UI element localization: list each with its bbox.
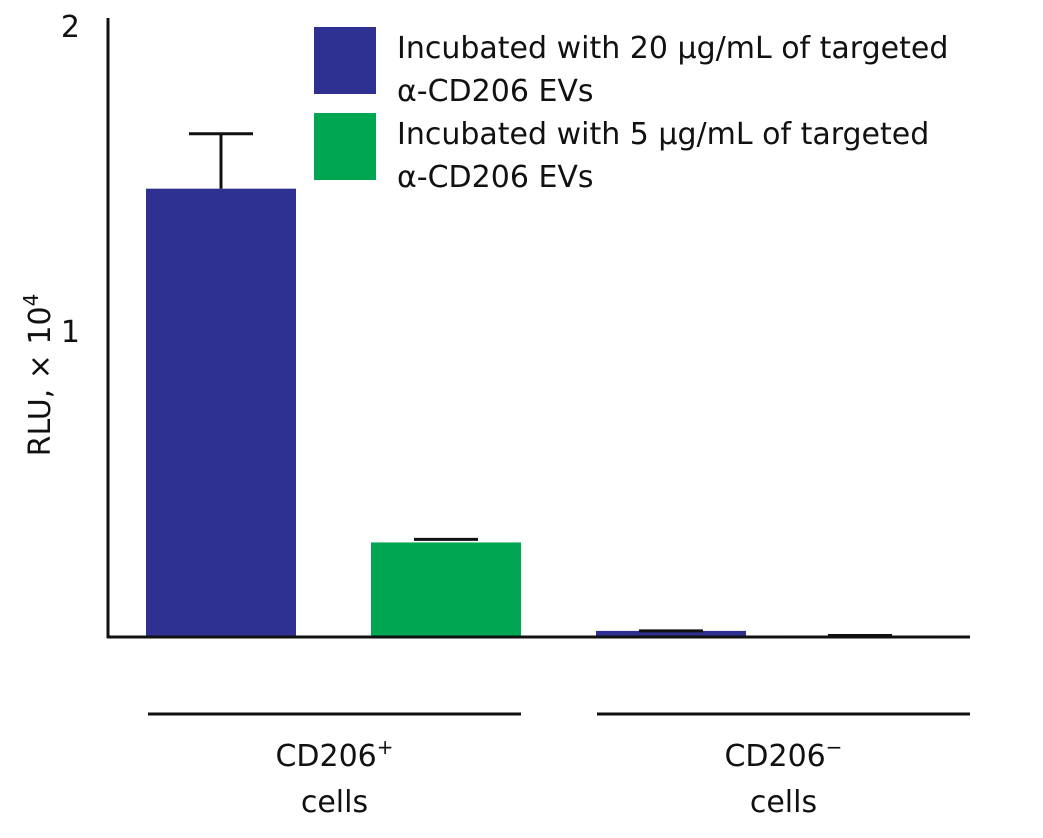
error-bars-layer xyxy=(189,132,892,637)
legend-item: Incubated with 20 µg/mL of targeted α-CD2… xyxy=(314,27,948,109)
group-label-sub: cells xyxy=(750,785,817,820)
group-label: CD206+ cells xyxy=(148,712,521,820)
group-label-name: CD206 xyxy=(275,739,376,774)
group-label-name: CD206 xyxy=(724,739,825,774)
group-label: CD206− cells xyxy=(597,712,970,820)
group-label-sub: cells xyxy=(301,785,368,820)
legend-label: Incubated with 20 µg/mL of targeted xyxy=(397,31,948,66)
bar xyxy=(596,630,746,637)
y-axis-label-text: RLU, × 10 xyxy=(23,306,58,456)
error-bar xyxy=(189,132,253,189)
bar xyxy=(371,542,521,637)
group-label-main: CD206− xyxy=(724,735,842,774)
y-tick-labels: 12 xyxy=(61,10,80,350)
legend-label: Incubated with 5 µg/mL of targeted xyxy=(397,117,929,152)
legend-swatch xyxy=(314,113,376,180)
bars-layer xyxy=(146,188,935,637)
y-tick-label: 1 xyxy=(61,315,80,350)
legend-label: α-CD206 EVs xyxy=(397,74,594,109)
group-label-superscript: − xyxy=(826,735,843,759)
group-label-main: CD206+ xyxy=(275,735,393,774)
bar xyxy=(146,188,296,637)
y-axis-label: RLU, × 104 xyxy=(19,294,58,457)
y-axis-label-exponent: 4 xyxy=(19,294,43,307)
group-label-superscript: + xyxy=(377,735,394,759)
legend-item: Incubated with 5 µg/mL of targeted α-CD20… xyxy=(314,113,929,195)
y-tick-label: 2 xyxy=(61,10,80,45)
legend-label: α-CD206 EVs xyxy=(397,160,594,195)
legend: Incubated with 20 µg/mL of targeted α-CD2… xyxy=(314,27,948,195)
legend-swatch xyxy=(314,27,376,94)
